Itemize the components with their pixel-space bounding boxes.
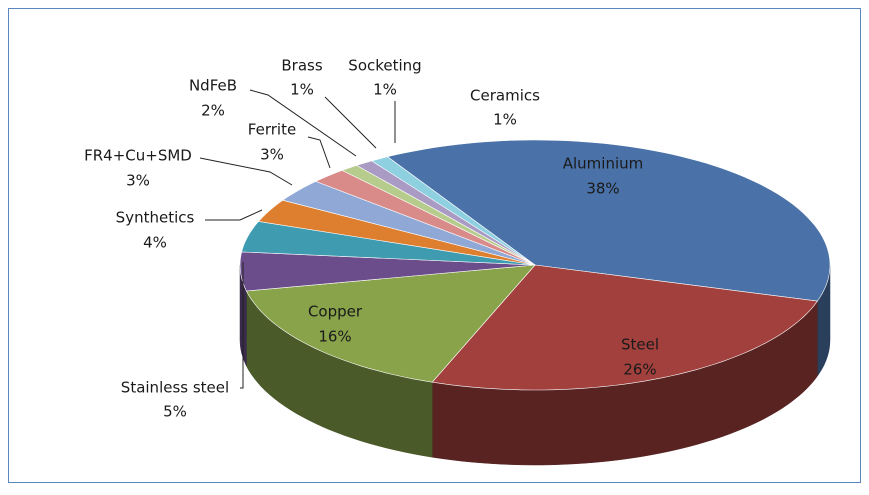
slice-label: Copper (308, 303, 363, 321)
slice-value: 1% (373, 81, 397, 99)
slice-value: 38% (586, 180, 619, 198)
slice-value: 16% (318, 328, 351, 346)
slice-value: 1% (493, 111, 517, 129)
slice (257, 199, 536, 266)
slice (241, 221, 536, 266)
slice-label: FR4+Cu+SMD (84, 147, 192, 165)
leader-line (199, 157, 293, 186)
slice (370, 156, 536, 266)
slice (245, 264, 536, 383)
slice-label: Stainless steel (121, 379, 229, 397)
slice-label: Synthetics (116, 209, 195, 227)
leader-line (324, 96, 377, 149)
slice-value: 3% (260, 146, 284, 164)
slice-value: 1% (290, 81, 314, 99)
slice-value: 3% (126, 172, 150, 190)
slice-label: Steel (621, 336, 659, 354)
slice-label: Ceramics (470, 87, 540, 105)
slice (431, 264, 818, 391)
slice-label: Aluminium (563, 155, 644, 173)
leader-line (205, 209, 263, 221)
slice-value: 4% (143, 234, 167, 252)
slice (386, 139, 831, 302)
slice-value: 5% (163, 403, 187, 421)
leader-line (307, 136, 331, 169)
slice-label: NdFeB (189, 77, 237, 95)
slice (239, 251, 536, 292)
slice-label: Ferrite (248, 121, 296, 139)
slice-value: 2% (201, 102, 225, 120)
slice-label: Socketing (348, 57, 421, 75)
slice (281, 181, 536, 266)
leader-line (249, 89, 357, 157)
slice-label: Brass (281, 57, 322, 75)
slice-value: 26% (623, 361, 656, 379)
leader-line (240, 262, 244, 389)
